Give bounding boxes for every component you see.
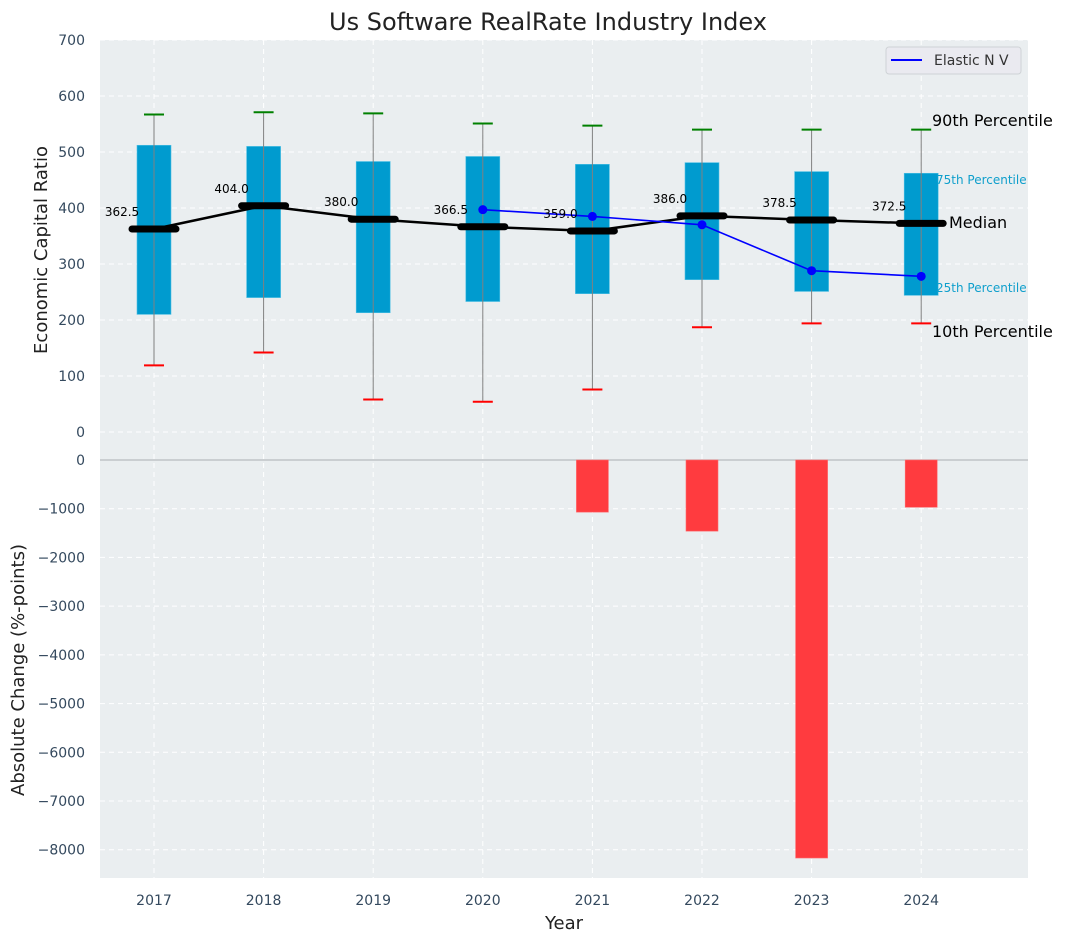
change-bar [685,459,719,532]
annotation-p25: 25th Percentile [936,281,1027,295]
change-bar [904,459,938,508]
x-tick-label: 2018 [246,893,282,909]
y-tick-label: 500 [58,145,85,161]
x-axis: 2017 2018 2019 2020 2021 2022 2023 2024 [136,893,939,909]
y-tick-label: −8000 [38,843,85,859]
top-plot-area [100,40,1028,460]
bottom-y-axis: 0 −1000 −2000 −3000 −4000 −5000 −6000 −7000 −800… [38,453,85,859]
y-tick-label: 400 [58,201,85,217]
median-value-label: 362.5 [105,205,139,219]
series-point [807,266,817,276]
series-point [587,211,597,221]
x-tick-label: 2021 [575,893,611,909]
y-tick-label: −3000 [38,599,85,615]
y-tick-label: 600 [58,89,85,105]
series-point [916,271,926,281]
x-tick-label: 2017 [136,893,172,909]
change-bar [795,459,828,859]
median-value-label: 372.5 [872,199,906,213]
annotation-median: Median [949,213,1007,232]
y-tick-label: 300 [58,257,85,273]
median-value-label: 386.0 [653,192,687,206]
y-tick-label: 0 [76,425,85,441]
y-tick-label: 700 [58,33,85,49]
change-bars [576,459,938,859]
median-labels: 362.5 404.0 380.0 366.5 359.0 386.0 378.5 372.5 [105,182,907,221]
y-tick-label: −4000 [38,648,85,664]
x-tick-label: 2023 [794,893,830,909]
y-tick-label: −2000 [38,550,85,566]
elastic-series [478,205,926,281]
bottom-plot-area [100,460,1028,878]
y-tick-label: −5000 [38,697,85,713]
median-value-label: 366.5 [434,203,468,217]
bottom-y-axis-label: Absolute Change (%-points) [8,544,29,796]
annotation-p90: 90th Percentile [932,111,1053,130]
median-value-label: 359.0 [543,207,577,221]
median-value-label: 404.0 [214,182,248,196]
legend-box [885,46,1022,75]
x-tick-label: 2024 [903,893,939,909]
annotation-p10: 10th Percentile [932,322,1053,341]
legend-label: Elastic N V [934,53,1009,69]
x-tick-label: 2019 [355,893,391,909]
median-value-label: 378.5 [762,196,796,210]
median-value-label: 380.0 [324,195,358,209]
y-tick-label: 0 [76,453,85,469]
y-tick-label: −6000 [38,745,85,761]
x-tick-label: 2020 [465,893,501,909]
series-point [697,220,707,230]
x-tick-label: 2022 [684,893,720,909]
top-y-axis: 0 100 200 300 400 500 600 700 [58,33,85,441]
annotation-p75: 75th Percentile [936,173,1027,187]
y-tick-label: 100 [58,369,85,385]
y-tick-label: −1000 [38,502,85,518]
median-line [128,202,947,235]
top-y-axis-label: Economic Capital Ratio [31,146,52,354]
y-tick-label: 200 [58,313,85,329]
legend: Elastic N V [885,46,1022,75]
x-axis-label: Year [544,913,584,934]
y-tick-label: −7000 [38,794,85,810]
change-bar [576,459,609,513]
series-point [478,205,488,215]
chart-title: Us Software RealRate Industry Index [329,8,767,36]
